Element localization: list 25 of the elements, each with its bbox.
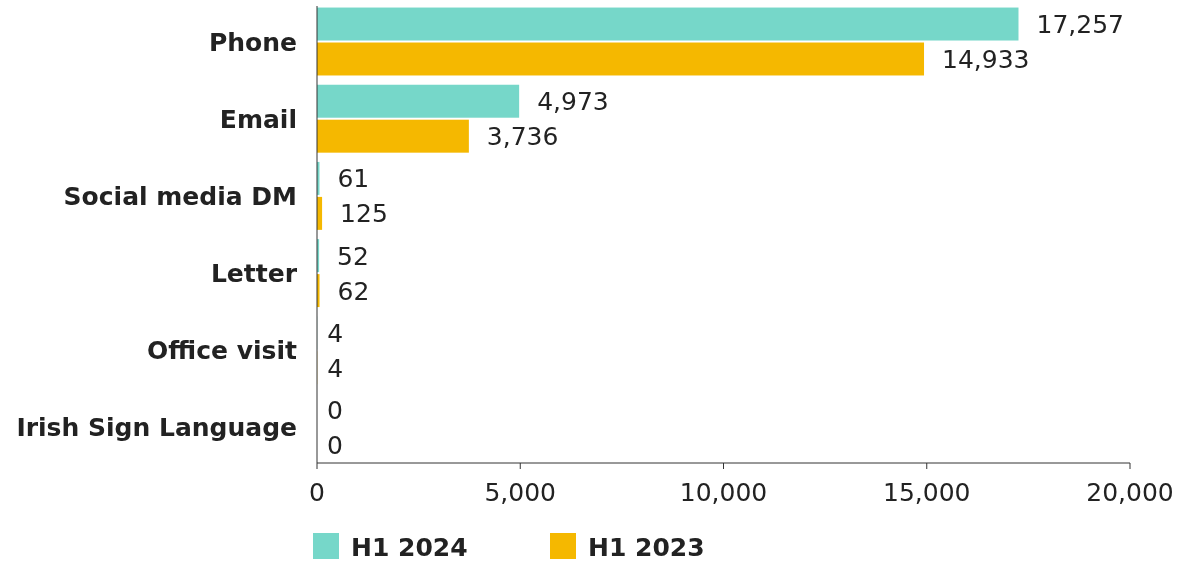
data-label: 4 <box>327 353 344 383</box>
x-tick-label: 5,000 <box>484 478 557 507</box>
y-tick-label: Letter <box>210 259 298 289</box>
data-label: 62 <box>337 276 370 306</box>
legend-label: H1 2024 <box>351 533 468 562</box>
y-tick-label: Social media DM <box>63 181 297 211</box>
data-label: 17,257 <box>1036 10 1124 40</box>
y-tick-label: Email <box>219 104 297 134</box>
data-label: 52 <box>337 241 369 271</box>
legend-label: H1 2023 <box>588 533 705 562</box>
data-label: 4 <box>327 318 344 348</box>
data-label: 14,933 <box>942 44 1030 74</box>
y-tick-label: Phone <box>208 27 297 57</box>
data-label: 3,736 <box>486 122 559 152</box>
x-tick-label: 10,000 <box>679 478 768 507</box>
y-tick-label: Irish Sign Language <box>16 413 297 443</box>
x-tick-label: 0 <box>309 478 325 507</box>
x-tick-label: 15,000 <box>883 478 971 507</box>
data-label: 4,973 <box>537 87 609 117</box>
data-label: 61 <box>337 164 370 194</box>
data-label: 125 <box>340 199 388 229</box>
x-tick-label: 20,000 <box>1086 478 1174 507</box>
data-label: 0 <box>327 430 343 460</box>
y-tick-label: Office visit <box>147 336 298 366</box>
data-label: 0 <box>327 396 343 426</box>
